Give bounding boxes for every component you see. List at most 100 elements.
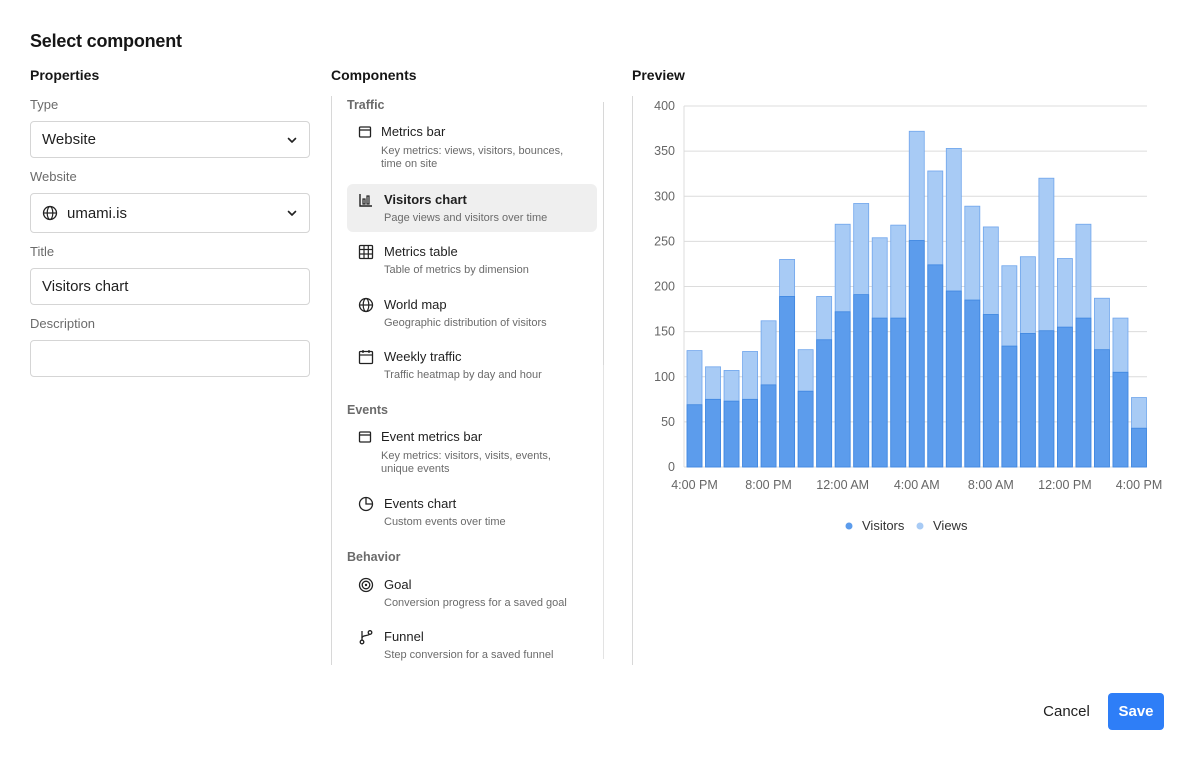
x-tick-label: 4:00 PM (671, 478, 718, 492)
components-list[interactable]: Traffic Metrics bar Key metrics: views, … (331, 96, 604, 665)
component-name: Goal (384, 577, 412, 592)
bar-visitors (760, 384, 777, 468)
globe-icon (358, 297, 374, 313)
component-visitors-chart[interactable]: Visitors chart Page views and visitors o… (347, 184, 597, 232)
x-tick-label: 8:00 AM (968, 478, 1014, 492)
title-label: Title (30, 244, 55, 259)
bar-visitors (705, 398, 721, 468)
component-description: Key metrics: views, visitors, bounces, t… (381, 145, 564, 170)
chevron-down-icon (287, 137, 297, 143)
target-icon (358, 577, 374, 593)
component-description: Page views and visitors over time (384, 212, 548, 224)
x-tick-label: 12:00 AM (816, 478, 869, 492)
component-goal[interactable]: Goal Conversion progress for a saved goa… (347, 577, 597, 615)
bar-visitors (1001, 345, 1018, 468)
bar-visitors (964, 299, 981, 468)
legend-swatch-views (916, 522, 924, 530)
bar-visitors (779, 296, 796, 468)
component-name: Funnel (384, 629, 424, 644)
type-select-value: Website (42, 131, 96, 148)
bar-visitors (945, 290, 962, 468)
preview-panel: 0 50 100 150 200 250 300 350 400 4:00 PM 8:00 PM 12… (632, 96, 1172, 665)
component-name: Metrics bar (381, 124, 446, 139)
funnel-branch-icon (359, 630, 373, 645)
group-label-events: Events (347, 403, 388, 417)
component-funnel[interactable]: Funnel Step conversion for a saved funne… (347, 629, 597, 665)
legend-swatch-visitors (845, 522, 853, 530)
group-label-behavior: Behavior (347, 550, 401, 564)
calendar-icon (358, 350, 374, 365)
component-description: Traffic heatmap by day and hour (384, 369, 542, 381)
component-weekly-traffic[interactable]: Weekly traffic Traffic heatmap by day an… (347, 349, 597, 387)
description-input[interactable] (30, 340, 310, 377)
title-input[interactable]: Visitors chart (30, 268, 310, 305)
component-name: Weekly traffic (384, 349, 462, 364)
legend-label-visitors: Visitors (862, 518, 905, 533)
y-tick-label: 50 (661, 415, 675, 429)
y-tick-label: 300 (654, 189, 675, 203)
component-events-chart[interactable]: Events chart Custom events over time (347, 496, 597, 534)
components-scrollbar-thumb[interactable] (603, 102, 604, 365)
save-button[interactable]: Save (1108, 693, 1164, 730)
bar-visitors (1056, 326, 1073, 468)
component-event-metrics-bar[interactable]: Event metrics bar Key metrics: visitors,… (347, 429, 597, 479)
component-name: Event metrics bar (381, 429, 483, 444)
bar-visitors (871, 317, 888, 468)
bar-visitors (1019, 333, 1036, 468)
component-name: World map (384, 297, 447, 312)
y-tick-label: 150 (654, 325, 675, 339)
component-metrics-table[interactable]: Metrics table Table of metrics by dimens… (347, 244, 597, 282)
bar-visitors (723, 400, 740, 468)
component-description: Key metrics: visitors, visits, events, u… (381, 450, 551, 475)
type-label: Type (30, 97, 59, 112)
bar-visitors (853, 294, 870, 468)
bar-visitors (797, 390, 814, 468)
component-description: Step conversion for a saved funnel (384, 649, 554, 661)
bar-visitors (1131, 427, 1147, 468)
metrics-bar-icon (358, 126, 372, 138)
properties-heading: Properties (30, 67, 100, 83)
y-tick-label: 0 (668, 460, 675, 474)
components-heading: Components (331, 67, 417, 83)
pie-chart-icon (358, 496, 374, 512)
y-tick-label: 350 (654, 144, 675, 158)
title-input-value: Visitors chart (42, 278, 129, 295)
bar-visitors (1075, 317, 1092, 468)
component-description: Custom events over time (384, 516, 506, 528)
type-select[interactable]: Website (30, 121, 310, 158)
bar-visitors (908, 240, 925, 468)
bar-visitors (890, 317, 907, 468)
components-scrollbar-track (603, 365, 604, 659)
component-metrics-bar[interactable]: Metrics bar Key metrics: views, visitors… (347, 124, 597, 174)
description-label: Description (30, 316, 96, 331)
bar-visitors (816, 339, 833, 468)
y-tick-label: 100 (654, 370, 675, 384)
preview-heading: Preview (632, 67, 685, 83)
bar-visitors (742, 398, 758, 468)
component-name: Metrics table (384, 244, 458, 259)
y-tick-label: 250 (654, 234, 675, 248)
bar-chart-icon (359, 194, 372, 207)
dialog-title: Select component (30, 31, 182, 51)
bar-visitors (927, 264, 944, 468)
component-description: Geographic distribution of visitors (384, 317, 547, 329)
globe-icon (42, 205, 58, 221)
x-tick-label: 4:00 AM (894, 478, 940, 492)
bar-visitors (834, 311, 851, 468)
bar-visitors (1038, 330, 1055, 468)
website-select-value: umami.is (67, 204, 128, 222)
chevron-down-icon (287, 210, 297, 216)
component-description: Conversion progress for a saved goal (384, 597, 567, 609)
component-world-map[interactable]: World map Geographic distribution of vis… (347, 297, 597, 335)
x-tick-label: 12:00 PM (1038, 478, 1092, 492)
visitors-chart: 0 50 100 150 200 250 300 350 400 4:00 PM 8:00 PM 12… (654, 99, 1163, 533)
website-label: Website (30, 169, 77, 184)
x-tick-label: 4:00 PM (1116, 478, 1163, 492)
bar-visitors (1094, 349, 1110, 468)
cancel-button[interactable]: Cancel (1029, 693, 1104, 730)
y-tick-label: 200 (654, 280, 675, 294)
bar-visitors (1112, 371, 1129, 468)
website-select[interactable]: umami.is (30, 193, 310, 233)
y-tick-label: 400 (654, 99, 675, 113)
component-name: Events chart (384, 496, 457, 511)
